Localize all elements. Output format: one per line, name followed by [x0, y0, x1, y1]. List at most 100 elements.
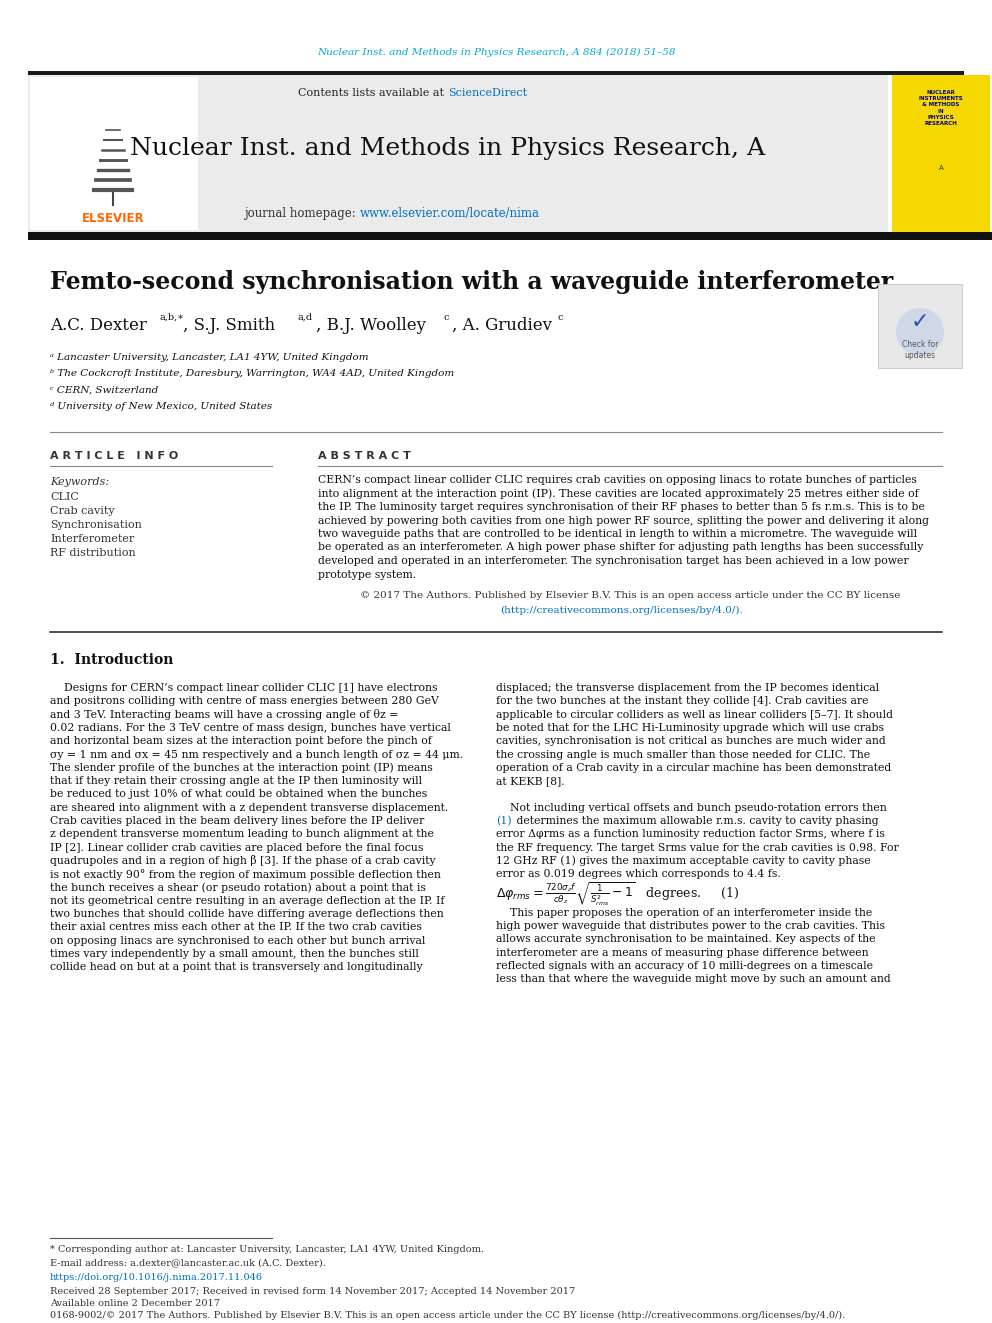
Text: Nuclear Inst. and Methods in Physics Research, A 884 (2018) 51–58: Nuclear Inst. and Methods in Physics Res…	[316, 48, 676, 57]
Text: IP [2]. Linear collider crab cavities are placed before the final focus: IP [2]. Linear collider crab cavities ar…	[50, 843, 424, 852]
Text: www.elsevier.com/locate/nima: www.elsevier.com/locate/nima	[360, 206, 540, 220]
Text: the IP. The luminosity target requires synchronisation of their RF phases to bet: the IP. The luminosity target requires s…	[318, 501, 925, 512]
Text: their axial centres miss each other at the IP. If the two crab cavities: their axial centres miss each other at t…	[50, 922, 422, 933]
Text: the RF frequency. The target Srms value for the crab cavities is 0.98. For: the RF frequency. The target Srms value …	[496, 843, 899, 852]
Text: Femto-second synchronisation with a waveguide interferometer: Femto-second synchronisation with a wave…	[50, 270, 893, 294]
Text: Crab cavity: Crab cavity	[50, 505, 115, 516]
Text: Not including vertical offsets and bunch pseudo-rotation errors then: Not including vertical offsets and bunch…	[496, 803, 887, 812]
Text: less than that where the waveguide might move by such an amount and: less than that where the waveguide might…	[496, 974, 891, 984]
Text: be operated as an interferometer. A high power phase shifter for adjusting path : be operated as an interferometer. A high…	[318, 542, 924, 553]
Bar	[28, 232, 992, 239]
Text: operation of a Crab cavity in a circular machine has been demonstrated: operation of a Crab cavity in a circular…	[496, 763, 891, 773]
Text: Nuclear Inst. and Methods in Physics Research, A: Nuclear Inst. and Methods in Physics Res…	[130, 136, 766, 160]
Text: z dependent transverse momentum leading to bunch alignment at the: z dependent transverse momentum leading …	[50, 830, 434, 839]
Text: are sheared into alignment with a z dependent transverse displacement.: are sheared into alignment with a z depe…	[50, 803, 448, 812]
Text: journal homepage:: journal homepage:	[244, 206, 360, 220]
Text: Designs for CERN’s compact linear collider CLIC [1] have electrons: Designs for CERN’s compact linear collid…	[50, 683, 437, 693]
Text: is not exactly 90° from the region of maximum possible deflection then: is not exactly 90° from the region of ma…	[50, 869, 440, 880]
Circle shape	[896, 308, 944, 356]
Text: times vary independently by a small amount, then the bunches still: times vary independently by a small amou…	[50, 949, 419, 959]
Text: into alignment at the interaction point (IP). These cavities are located approxi: into alignment at the interaction point …	[318, 488, 919, 499]
Bar	[878, 284, 962, 368]
Text: ᶜ CERN, Switzerland: ᶜ CERN, Switzerland	[50, 385, 159, 394]
Text: the crossing angle is much smaller than those needed for CLIC. The: the crossing angle is much smaller than …	[496, 750, 870, 759]
Text: that if they retain their crossing angle at the IP then luminosity will: that if they retain their crossing angle…	[50, 777, 423, 786]
Text: c: c	[443, 312, 448, 321]
Text: https://doi.org/10.1016/j.nima.2017.11.046: https://doi.org/10.1016/j.nima.2017.11.0…	[50, 1274, 263, 1282]
Text: © 2017 The Authors. Published by Elsevier B.V. This is an open access article un: © 2017 The Authors. Published by Elsevie…	[360, 591, 900, 601]
Text: Crab cavities placed in the beam delivery lines before the IP deliver: Crab cavities placed in the beam deliver…	[50, 816, 425, 826]
Text: collide head on but at a point that is transversely and longitudinally: collide head on but at a point that is t…	[50, 962, 423, 972]
Text: quadrupoles and in a region of high β [3]. If the phase of a crab cavity: quadrupoles and in a region of high β [3…	[50, 856, 435, 867]
Text: Contents lists available at: Contents lists available at	[299, 89, 448, 98]
Text: at KEKB [8].: at KEKB [8].	[496, 777, 564, 786]
Text: RF distribution: RF distribution	[50, 548, 136, 558]
Text: 12 GHz RF (1) gives the maximum acceptable cavity to cavity phase: 12 GHz RF (1) gives the maximum acceptab…	[496, 856, 871, 867]
Text: , A. Grudiev: , A. Grudiev	[452, 316, 552, 333]
Text: error as 0.019 degrees which corresponds to 4.4 fs.: error as 0.019 degrees which corresponds…	[496, 869, 781, 880]
Text: not its geometrical centre resulting in an average deflection at the IP. If: not its geometrical centre resulting in …	[50, 896, 444, 906]
Text: A: A	[938, 165, 943, 171]
Text: This paper proposes the operation of an interferometer inside the: This paper proposes the operation of an …	[496, 908, 872, 918]
Text: ᵇ The Cockcroft Institute, Daresbury, Warrington, WA4 4AD, United Kingdom: ᵇ The Cockcroft Institute, Daresbury, Wa…	[50, 369, 454, 378]
Text: 1.  Introduction: 1. Introduction	[50, 654, 174, 667]
Text: * Corresponding author at: Lancaster University, Lancaster, LA1 4YW, United King: * Corresponding author at: Lancaster Uni…	[50, 1245, 484, 1254]
Bar	[30, 77, 198, 230]
Text: The slender profile of the bunches at the interaction point (IP) means: The slender profile of the bunches at th…	[50, 762, 433, 773]
Text: error Δφrms as a function luminosity reduction factor Srms, where f is: error Δφrms as a function luminosity red…	[496, 830, 885, 839]
Text: and 3 TeV. Interacting beams will have a crossing angle of θz =: and 3 TeV. Interacting beams will have a…	[50, 709, 399, 720]
Text: prototype system.: prototype system.	[318, 569, 416, 579]
Text: CLIC: CLIC	[50, 492, 79, 501]
Text: Keywords:: Keywords:	[50, 478, 109, 487]
Text: $\Delta\varphi_{rms} = \frac{720\sigma_z f}{c\theta_z}\sqrt{\frac{1}{S^2_{rms}}-: $\Delta\varphi_{rms} = \frac{720\sigma_z…	[496, 880, 739, 908]
Text: and positrons colliding with centre of mass energies between 280 GeV: and positrons colliding with centre of m…	[50, 696, 438, 706]
Text: on opposing linacs are synchronised to each other but bunch arrival: on opposing linacs are synchronised to e…	[50, 935, 426, 946]
Text: the bunch receives a shear (or pseudo rotation) about a point that is: the bunch receives a shear (or pseudo ro…	[50, 882, 426, 893]
Text: reflected signals with an accuracy of 10 milli-degrees on a timescale: reflected signals with an accuracy of 10…	[496, 960, 873, 971]
Text: (1): (1)	[496, 816, 512, 826]
Text: applicable to circular colliders as well as linear colliders [5–7]. It should: applicable to circular colliders as well…	[496, 709, 893, 720]
Text: be reduced to just 10% of what could be obtained when the bunches: be reduced to just 10% of what could be …	[50, 790, 428, 799]
Text: E-mail address: a.dexter@lancaster.ac.uk (A.C. Dexter).: E-mail address: a.dexter@lancaster.ac.uk…	[50, 1258, 326, 1267]
Text: a,d: a,d	[298, 312, 313, 321]
Bar	[892, 75, 990, 232]
Text: , S.J. Smith: , S.J. Smith	[183, 316, 275, 333]
Text: c: c	[558, 312, 563, 321]
Text: cavities, synchronisation is not critical as bunches are much wider and: cavities, synchronisation is not critica…	[496, 736, 886, 746]
Text: and horizontal beam sizes at the interaction point before the pinch of: and horizontal beam sizes at the interac…	[50, 736, 432, 746]
Text: , B.J. Woolley: , B.J. Woolley	[316, 316, 426, 333]
Text: be noted that for the LHC Hi-Luminosity upgrade which will use crabs: be noted that for the LHC Hi-Luminosity …	[496, 722, 884, 733]
Bar	[28, 71, 964, 75]
Text: two bunches that should collide have differing average deflections then: two bunches that should collide have dif…	[50, 909, 443, 919]
Text: achieved by powering both cavities from one high power RF source, splitting the : achieved by powering both cavities from …	[318, 516, 929, 525]
Text: determines the maximum allowable r.m.s. cavity to cavity phasing: determines the maximum allowable r.m.s. …	[513, 816, 879, 826]
Text: (http://creativecommons.org/licenses/by/4.0/).: (http://creativecommons.org/licenses/by/…	[500, 606, 743, 615]
Text: Interferometer: Interferometer	[50, 534, 134, 544]
Text: Synchronisation: Synchronisation	[50, 520, 142, 531]
Text: allows accurate synchronisation to be maintained. Key aspects of the: allows accurate synchronisation to be ma…	[496, 934, 876, 945]
Text: NUCLEAR
INSTRUMENTS
& METHODS
IN
PHYSICS
RESEARCH: NUCLEAR INSTRUMENTS & METHODS IN PHYSICS…	[919, 90, 963, 126]
Text: ᵃ Lancaster University, Lancaster, LA1 4YW, United Kingdom: ᵃ Lancaster University, Lancaster, LA1 4…	[50, 352, 369, 361]
Text: developed and operated in an interferometer. The synchronisation target has been: developed and operated in an interferome…	[318, 556, 909, 566]
Text: 0168-9002/© 2017 The Authors. Published by Elsevier B.V. This is an open access : 0168-9002/© 2017 The Authors. Published …	[50, 1311, 845, 1319]
Text: σy = 1 nm and σx = 45 nm respectively and a bunch length of σz = 44 μm.: σy = 1 nm and σx = 45 nm respectively an…	[50, 750, 463, 759]
Text: A B S T R A C T: A B S T R A C T	[318, 451, 411, 460]
Text: ELSEVIER: ELSEVIER	[81, 212, 144, 225]
Text: Check for
updates: Check for updates	[902, 340, 938, 360]
Text: Received 28 September 2017; Received in revised form 14 November 2017; Accepted : Received 28 September 2017; Received in …	[50, 1286, 575, 1295]
Text: a,b,∗: a,b,∗	[160, 312, 185, 321]
Text: A.C. Dexter: A.C. Dexter	[50, 316, 147, 333]
Text: interferometer are a means of measuring phase difference between: interferometer are a means of measuring …	[496, 947, 869, 958]
Text: for the two bunches at the instant they collide [4]. Crab cavities are: for the two bunches at the instant they …	[496, 696, 869, 706]
Bar	[28, 75, 888, 232]
Text: two waveguide paths that are controlled to be identical in length to within a mi: two waveguide paths that are controlled …	[318, 529, 918, 538]
Text: A R T I C L E   I N F O: A R T I C L E I N F O	[50, 451, 179, 460]
Text: ScienceDirect: ScienceDirect	[448, 89, 527, 98]
Text: Available online 2 December 2017: Available online 2 December 2017	[50, 1298, 220, 1307]
Text: CERN’s compact linear collider CLIC requires crab cavities on opposing linacs to: CERN’s compact linear collider CLIC requ…	[318, 475, 917, 486]
Text: ᵈ University of New Mexico, United States: ᵈ University of New Mexico, United State…	[50, 402, 272, 411]
Text: displaced; the transverse displacement from the IP becomes identical: displaced; the transverse displacement f…	[496, 683, 879, 693]
Text: high power waveguide that distributes power to the crab cavities. This: high power waveguide that distributes po…	[496, 921, 885, 931]
Text: 0.02 radians. For the 3 TeV centre of mass design, bunches have vertical: 0.02 radians. For the 3 TeV centre of ma…	[50, 722, 451, 733]
Text: ✓: ✓	[911, 312, 930, 332]
